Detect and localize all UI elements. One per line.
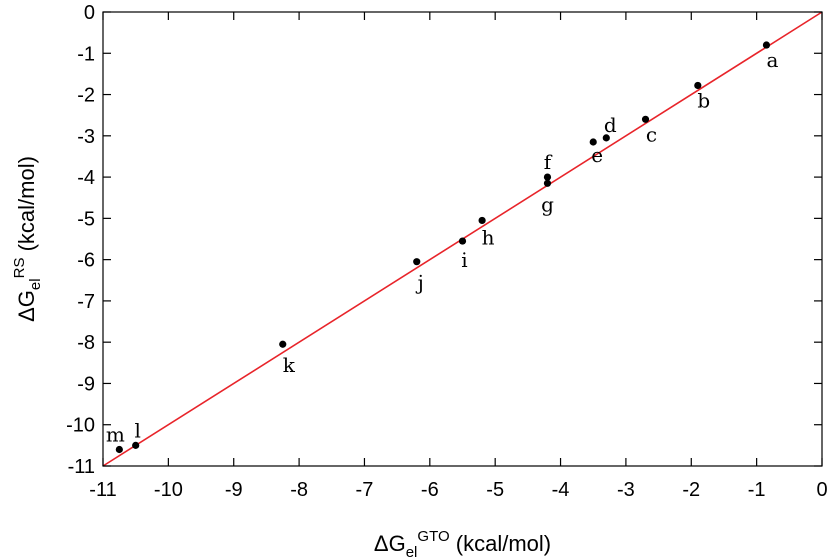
point-label-j: j xyxy=(416,271,424,295)
y-tick-label: -2 xyxy=(77,85,95,107)
x-tick-label: 0 xyxy=(816,479,827,501)
y-tick-label: -5 xyxy=(77,208,95,230)
point-label-a: a xyxy=(766,48,778,72)
x-tick-label: -5 xyxy=(486,479,504,501)
plot-frame xyxy=(102,11,823,467)
data-point-h xyxy=(478,216,486,225)
x-tick-label: -6 xyxy=(421,479,439,501)
y-axis-title-unit: (kcal/mol) xyxy=(14,156,39,257)
point-label-m: m xyxy=(106,422,125,446)
y-tick-label: -8 xyxy=(77,332,95,354)
y-tick-label: -3 xyxy=(77,126,95,148)
data-point-b xyxy=(694,81,702,90)
x-axis-title-base: ΔG xyxy=(374,531,406,556)
point-label-f: f xyxy=(544,150,553,174)
x-tick-label: -10 xyxy=(154,479,183,501)
data-point-d xyxy=(602,134,610,142)
point-label-h: h xyxy=(482,225,495,249)
x-tick-label: -4 xyxy=(552,479,570,501)
data-point-c xyxy=(641,115,650,123)
point-label-c: c xyxy=(646,122,657,146)
x-axis-title-sup: GTO xyxy=(417,528,449,545)
x-axis-title-sub: el xyxy=(406,544,418,559)
y-tick-label: 0 xyxy=(84,2,95,24)
y-tick-label: -11 xyxy=(68,456,95,478)
point-label-e: e xyxy=(591,143,603,167)
x-axis-title: ΔGelGTO (kcal/mol) xyxy=(374,528,551,559)
x-tick-label: -11 xyxy=(89,479,116,501)
x-tick-label: -2 xyxy=(682,479,700,501)
y-tick-label: -4 xyxy=(77,167,95,189)
data-point-m xyxy=(115,445,123,454)
data-point-i xyxy=(458,237,467,245)
x-tick-label: -9 xyxy=(225,479,243,501)
x-tick-label: -7 xyxy=(356,479,374,501)
point-label-d: d xyxy=(604,113,617,137)
point-label-k: k xyxy=(283,353,296,377)
x-tick-label: -3 xyxy=(617,479,635,501)
data-point-g xyxy=(543,179,552,187)
point-label-l: l xyxy=(134,418,140,442)
y-tick-label: -6 xyxy=(77,250,95,272)
y-axis-title-base: ΔG xyxy=(14,290,39,322)
x-tick-label: -8 xyxy=(290,479,308,501)
data-point-j xyxy=(413,258,421,266)
point-label-i: i xyxy=(461,248,467,272)
data-point-k xyxy=(279,340,287,348)
data-point-e xyxy=(589,138,597,146)
data-point-l xyxy=(132,441,140,449)
x-tick-label: -1 xyxy=(748,479,766,501)
y-axis-title-sub: el xyxy=(27,278,44,290)
y-tick-label: -9 xyxy=(77,373,95,395)
point-label-g: g xyxy=(541,192,554,216)
x-axis-title-unit: (kcal/mol) xyxy=(450,531,551,556)
y-axis-title-sup: RS xyxy=(11,258,28,279)
data-point-f xyxy=(543,173,552,181)
y-tick-label: -7 xyxy=(77,291,95,313)
y-tick-label: -1 xyxy=(77,43,95,65)
point-label-b: b xyxy=(697,88,710,112)
data-point-a xyxy=(762,41,771,49)
y-tick-label: -10 xyxy=(66,415,95,437)
y-axis-title: ΔGelRS (kcal/mol) xyxy=(11,156,44,322)
